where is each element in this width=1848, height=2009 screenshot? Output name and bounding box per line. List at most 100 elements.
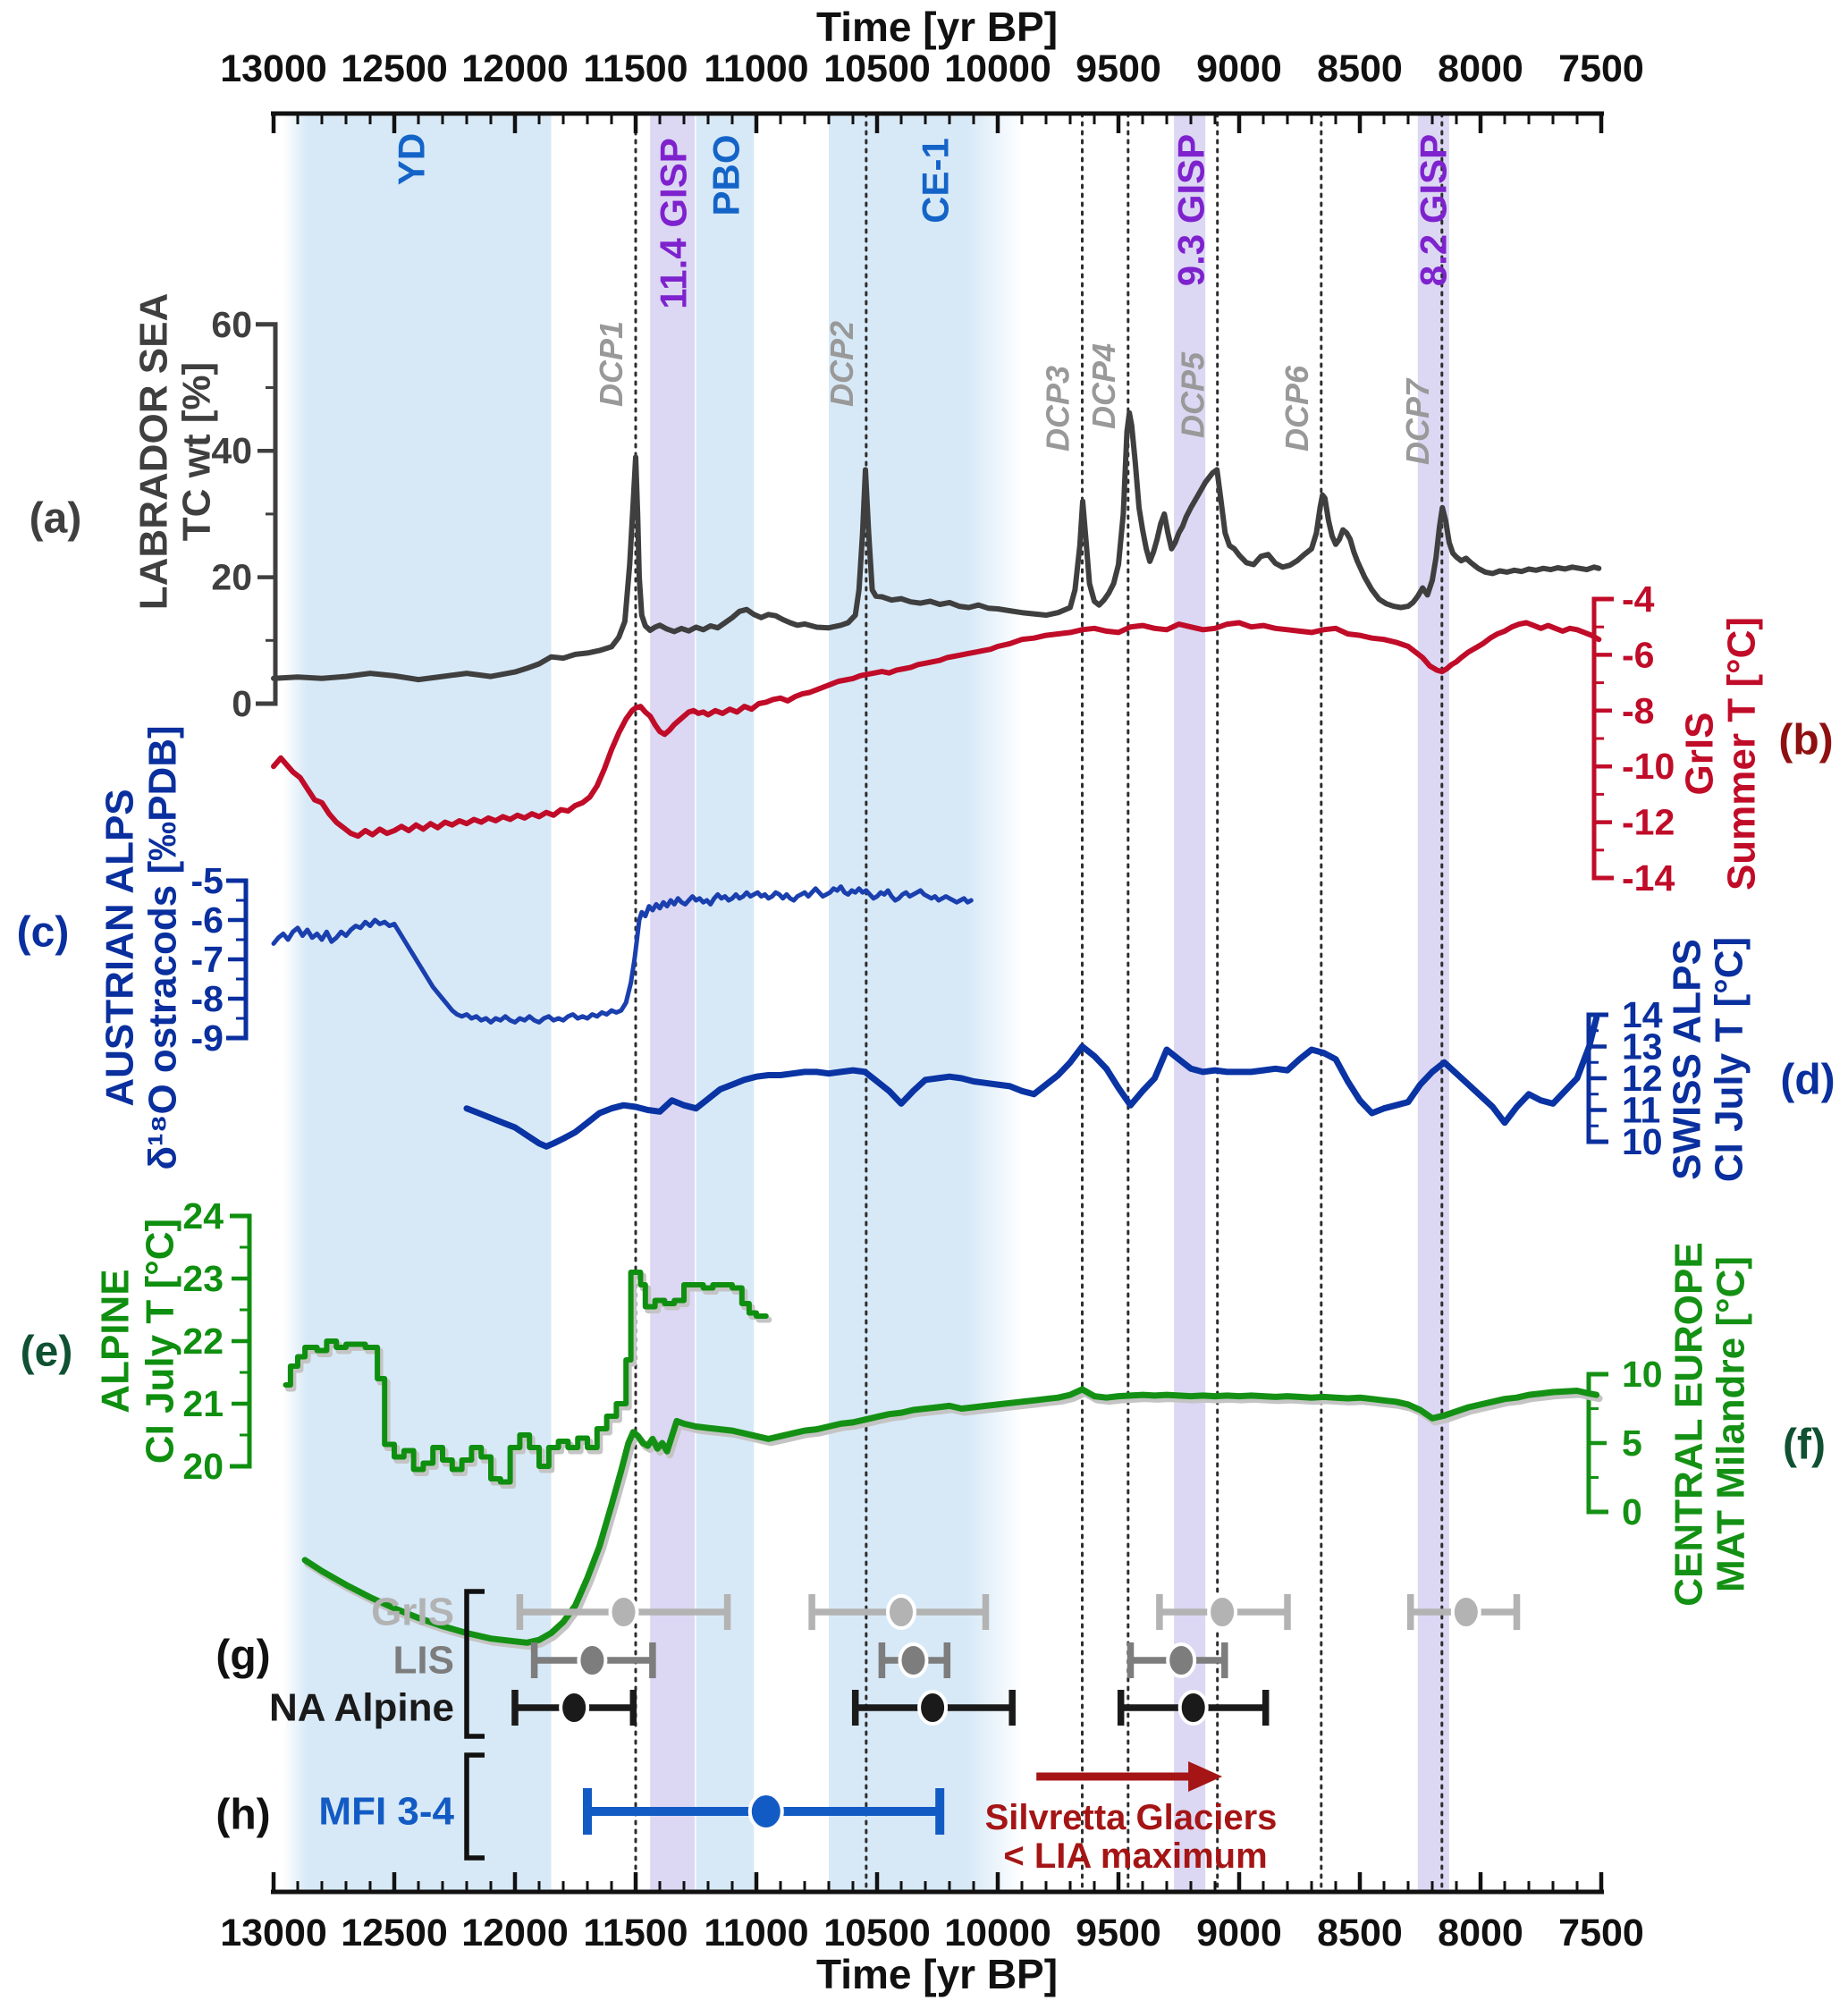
errorbar-lis-2-point	[898, 1642, 929, 1678]
panel-b-tick-label: -14	[1622, 857, 1675, 899]
panel-b-tick-label: -12	[1622, 802, 1675, 843]
band-11-4-gisp	[650, 114, 696, 1892]
panel-a-title-1: LABRADOR SEA	[132, 293, 176, 610]
errorbar-mfi-3-4	[583, 1788, 945, 1835]
row-label-lis: LIS	[393, 1639, 454, 1683]
bottom-axis-tick-label: 8000	[1438, 1912, 1523, 1954]
panel-e-axis: 24 23 22 21 20	[182, 1195, 252, 1487]
errorbar-lis-1	[530, 1642, 656, 1678]
dcp-label-2: DCP2	[823, 321, 860, 407]
bottom-axis-tick-label: 10500	[823, 1912, 931, 1954]
dcp-label-3: DCP3	[1040, 366, 1076, 452]
dcp-label-6: DCP6	[1278, 365, 1315, 452]
series-f-line	[301, 1386, 1600, 1646]
bottom-axis-tick-label: 10000	[944, 1912, 1051, 1954]
top-axis-tick-label: 10500	[823, 47, 931, 90]
panel-b-tick-label: -8	[1622, 690, 1654, 731]
band-label-8-2-gisp: 8.2 GISP	[1413, 134, 1455, 286]
panel-letter-e: (e)	[21, 1329, 73, 1376]
series-d-line	[463, 1015, 1600, 1150]
bottom-axis-tick-label: 13000	[220, 1912, 327, 1954]
errorbar-lis-3	[1127, 1642, 1228, 1678]
panel-c-axis: -5-6-7-8-9	[191, 860, 249, 1059]
top-axis-tick-label: 10000	[944, 47, 1051, 90]
bottom-axis-tick-label: 8500	[1317, 1912, 1403, 1954]
panel-letter-f: (f)	[1783, 1422, 1826, 1469]
data-curves	[271, 409, 1603, 1650]
panel-d-tick-label: 13	[1622, 1026, 1663, 1068]
errorbar-gris-2-point	[886, 1594, 916, 1630]
band-label-9-3-gisp: 9.3 GISP	[1170, 134, 1212, 286]
silvretta-annotation-line2: < LIA maximum	[1003, 1836, 1267, 1876]
panel-c-title-2: δ¹⁸O ostracods [‰PDB]	[141, 725, 185, 1169]
errorbar-lis-2	[878, 1642, 951, 1678]
event-bands	[283, 114, 1449, 1892]
panel-a-title-2: TC wt [%]	[175, 362, 219, 541]
panel-f-tick-label: 5	[1622, 1422, 1642, 1464]
time-axes: 13000 12500 12000 11500 11000 10500 10000 9500 9…	[220, 47, 1644, 1954]
top-axis-tick-label: 8000	[1438, 47, 1523, 90]
panel-d-tick-label: 12	[1622, 1058, 1663, 1099]
band-yd	[283, 114, 552, 1892]
panel-c-tick-label: -9	[191, 1017, 224, 1059]
panel-c-tick-label: -5	[191, 860, 224, 901]
dcp-label-1: DCP1	[593, 321, 629, 407]
row-label-mfi-3-4: MFI 3-4	[318, 1790, 454, 1834]
errorbar-lis-1-point	[577, 1642, 608, 1678]
panel-f-tick-label: 0	[1622, 1491, 1642, 1532]
panel-e-tick-label: 24	[182, 1195, 224, 1237]
panel-a-tick-label: 0	[232, 683, 252, 724]
series-b-line	[271, 620, 1602, 840]
dcp-label-4: DCP4	[1085, 343, 1122, 429]
panel-b-tick-label: -10	[1622, 746, 1675, 787]
panel-letter-b: (b)	[1778, 717, 1833, 764]
panel-c-tick-label: -7	[191, 939, 224, 980]
errorbar-gris-1	[516, 1594, 731, 1630]
panel-e-tick-label: 22	[182, 1321, 224, 1362]
panel-g-bracket	[464, 1589, 485, 1739]
panel-a-tick-label: 40	[211, 430, 252, 471]
panel-c-tick-label: -8	[191, 978, 224, 1019]
panel-f-axis: 10 5 0	[1586, 1354, 1663, 1532]
errorbar-na-alpine-1-point	[559, 1690, 590, 1726]
dcp-dotted-lines: DCP1 DCP2 DCP3 DCP4 DCP5 DCP6 DCP7	[593, 112, 1444, 1894]
panel-e-title-1: ALPINE	[94, 1269, 138, 1413]
band-ce-1	[829, 114, 1022, 1892]
band-label-ce-1: CE-1	[915, 138, 957, 224]
bottom-axis-tick-label: 12000	[461, 1912, 569, 1954]
series-a-line	[271, 409, 1602, 683]
panel-d-tick-label: 14	[1622, 994, 1663, 1035]
series-f-shadow	[304, 1389, 1603, 1650]
bottom-axis-tick-label: 7500	[1558, 1912, 1644, 1954]
series-c-line	[271, 884, 974, 1025]
panel-letter-a: (a)	[30, 495, 82, 543]
panel-a-tick-label: 20	[211, 557, 252, 598]
panel-b-title-2: Summer T [°C]	[1720, 617, 1764, 891]
panel-g-h-errorbars	[464, 1589, 1521, 1861]
panel-d-title-1: SWISS ALPS	[1666, 939, 1709, 1180]
panel-e-tick-label: 21	[182, 1383, 224, 1424]
panel-b-tick-label: -6	[1622, 634, 1654, 675]
band-label-pbo: PBO	[705, 134, 747, 215]
panel-letter-g: (g)	[215, 1633, 270, 1680]
top-axis-tick-label: 13000	[220, 47, 327, 90]
panel-c-title-1: AUSTRIAN ALPS	[98, 789, 142, 1106]
silvretta-annotation-line1: Silvretta Glaciers	[985, 1798, 1278, 1837]
top-axis-tick-label: 12500	[341, 47, 448, 90]
panel-d-title-2: CI July T [°C]	[1708, 937, 1751, 1182]
panel-d-tick-label: 11	[1622, 1090, 1660, 1131]
panel-letter-h: (h)	[215, 1792, 270, 1839]
panel-a-axis: 60 40 20 0	[211, 304, 278, 724]
bottom-axis-title: Time [yr BP]	[816, 1951, 1058, 1997]
top-axis-tick-label: 11500	[583, 47, 688, 90]
panel-f-title-2: MAT Milandre [°C]	[1709, 1256, 1753, 1592]
band-9-3-gisp	[1174, 114, 1206, 1892]
row-label-gris: GrIS	[371, 1591, 454, 1634]
panel-b-title-1: GrIS	[1678, 713, 1722, 796]
errorbar-na-alpine-3-point	[1177, 1690, 1209, 1726]
panel-b-tick-label: -4	[1622, 578, 1655, 620]
silvretta-arrow-head	[1188, 1761, 1223, 1792]
panel-letter-d: (d)	[1780, 1057, 1835, 1104]
